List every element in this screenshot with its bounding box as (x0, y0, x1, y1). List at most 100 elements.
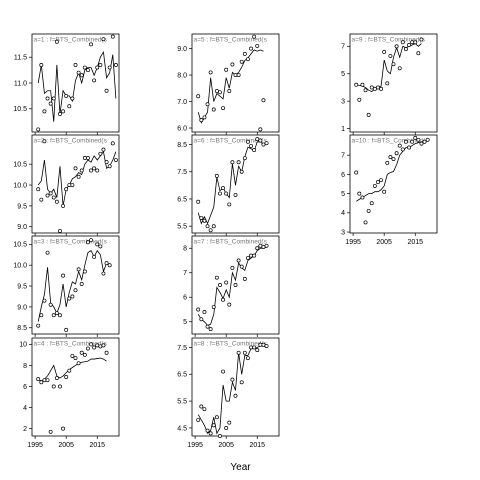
x-tick-label: 2015 (249, 442, 265, 449)
panel-title: a=10 : f=BTS_Combined( (352, 138, 427, 145)
data-point (76, 174, 81, 179)
y-tick-label: 8 (23, 363, 27, 370)
data-point (242, 51, 247, 56)
data-point (101, 343, 106, 348)
data-point (252, 253, 257, 258)
x-axis-title: Year (230, 462, 251, 473)
panel-7: a=7 : f=BTS_Combined(s 5 6 7 8 (183, 235, 280, 337)
data-point (255, 348, 260, 353)
data-point (82, 65, 87, 70)
data-point (218, 191, 222, 196)
data-point (221, 186, 226, 191)
data-point (369, 201, 374, 206)
data-point (92, 254, 97, 259)
panel-title: a=4 : f=BTS_Combined(s (34, 341, 108, 348)
data-point (48, 191, 53, 196)
data-point (39, 197, 44, 202)
data-point (73, 62, 78, 67)
data-point (92, 78, 97, 83)
data-point (104, 261, 109, 266)
data-point (376, 85, 380, 90)
data-point (42, 298, 47, 303)
y-tick-label: 5 (341, 191, 345, 198)
data-point (261, 142, 266, 147)
fitted-line (37, 50, 117, 122)
fitted-line (37, 357, 107, 382)
data-point (385, 160, 390, 165)
data-point (98, 344, 103, 349)
data-point (366, 112, 371, 117)
panel-frame (191, 134, 280, 234)
data-point (249, 345, 253, 350)
panel-3: a=3 : f=BTS_Combined(s 8.5 9.0 9.5 10.0 10.5 (13, 235, 120, 337)
data-point (236, 160, 241, 165)
data-point (205, 324, 210, 329)
data-point (79, 282, 84, 286)
data-point (199, 317, 204, 322)
data-point (379, 178, 384, 183)
data-point (51, 96, 56, 101)
panel-title: a=5 : f=BTS_Combined(s (194, 37, 268, 44)
data-point (264, 141, 269, 146)
fitted-line (37, 150, 117, 206)
y-tick-label: 7.5 (177, 345, 187, 352)
data-point (410, 139, 415, 144)
data-point (224, 67, 229, 72)
data-point (224, 280, 229, 285)
y-tick-label: 6.5 (177, 372, 187, 379)
data-point (357, 97, 362, 102)
data-point (54, 39, 59, 44)
data-point (258, 127, 263, 132)
data-point (360, 195, 365, 200)
panel-frame (31, 235, 120, 335)
data-point (85, 346, 90, 351)
data-point (245, 356, 250, 361)
data-point (110, 34, 115, 39)
data-point (379, 86, 384, 91)
data-point (236, 73, 241, 78)
data-point (239, 59, 244, 64)
panel-title: a=3 : f=BTS_Combined(s (34, 239, 108, 246)
data-point (236, 258, 241, 263)
panel-frame (349, 134, 438, 234)
y-tick-label: 10.0 (13, 263, 27, 270)
data-point (388, 53, 393, 58)
fitted-line (197, 141, 267, 225)
data-point (79, 350, 84, 355)
panel-title: a=2 : f=BTS_Combined(s (34, 138, 108, 145)
data-point (357, 191, 362, 196)
data-point (51, 384, 56, 389)
data-point (42, 109, 47, 114)
data-point (64, 327, 69, 332)
data-point (202, 407, 207, 412)
x-tick-label: 1995 (27, 442, 43, 449)
data-point (39, 313, 44, 318)
panel-9: a=9 : f=BTS_Combined(s 1 3 5 7 (341, 33, 438, 135)
data-point (199, 118, 204, 123)
fitted-line (355, 140, 428, 202)
data-point (252, 345, 257, 350)
data-point (233, 192, 238, 197)
data-point (403, 139, 408, 144)
fitted-line (197, 345, 267, 435)
data-point (369, 85, 374, 90)
data-point (245, 139, 250, 144)
data-point (360, 82, 365, 87)
panel-title: a=1 : f=BTS_Combined(s (34, 37, 108, 44)
data-point (113, 158, 118, 162)
data-point (230, 62, 235, 67)
data-point (48, 101, 53, 106)
data-point (385, 81, 390, 86)
panel-5: a=5 : f=BTS_Combined(s 6.0 7.0 8.0 9.0 (177, 33, 280, 135)
data-point (227, 302, 232, 307)
data-point (391, 157, 396, 161)
data-point (214, 415, 219, 420)
data-point (98, 244, 103, 249)
data-point (205, 428, 210, 433)
y-tick-label: 7.0 (177, 99, 187, 106)
y-tick-label: 1 (341, 126, 345, 133)
data-point (107, 263, 112, 268)
y-tick-label: 10.5 (13, 106, 27, 113)
data-point (45, 193, 50, 198)
data-point (224, 191, 229, 196)
